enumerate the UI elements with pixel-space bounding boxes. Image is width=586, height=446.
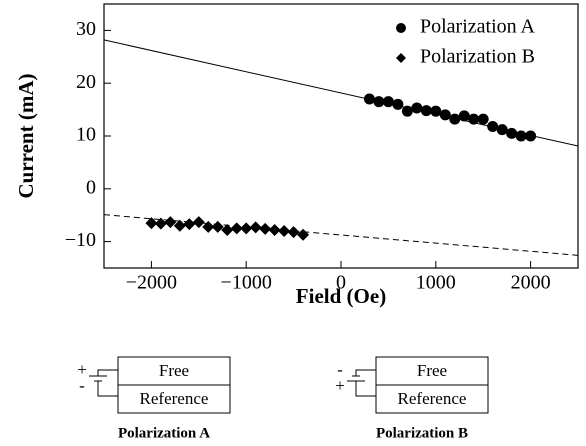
point (515, 130, 527, 142)
point (249, 221, 262, 234)
point (373, 96, 385, 108)
reference-layer-label: Reference (140, 389, 209, 408)
reference-layer-label: Reference (398, 389, 467, 408)
battery-wires (355, 369, 376, 397)
point (297, 228, 310, 241)
point (183, 218, 196, 231)
point (430, 105, 442, 117)
y-tick-label: −10 (65, 229, 96, 251)
point (411, 102, 423, 114)
point (420, 105, 432, 117)
diagram-caption: Polarization A (118, 425, 210, 441)
y-tick-label: 0 (86, 176, 96, 198)
diagram-caption: Polarization B (376, 425, 468, 441)
point (221, 223, 234, 236)
point (287, 226, 300, 239)
free-layer-label: Free (417, 361, 447, 380)
point (192, 216, 205, 229)
point (202, 220, 215, 233)
y-tick-label: 10 (76, 124, 96, 146)
fit-line (103, 214, 579, 256)
point (268, 223, 281, 236)
point (173, 219, 186, 232)
point (468, 113, 480, 125)
upper-sign: + (77, 360, 87, 379)
point (278, 225, 291, 238)
point (211, 220, 224, 233)
point (145, 217, 158, 230)
point (496, 124, 508, 136)
point (477, 113, 489, 125)
point (164, 216, 177, 229)
legend-label: Polarization B (420, 46, 535, 68)
x-tick-label: 1000 (416, 272, 456, 294)
x-tick-label: −1000 (221, 272, 272, 294)
point (449, 113, 461, 125)
point (259, 222, 272, 235)
free-layer-label: Free (159, 361, 189, 380)
point (363, 93, 375, 105)
point (392, 98, 404, 110)
y-axis-label: Current (mA) (14, 73, 38, 198)
point (487, 120, 499, 132)
x-tick-label: 2000 (511, 272, 551, 294)
lower-sign: + (335, 376, 345, 395)
point (382, 96, 394, 108)
battery-wires (97, 369, 118, 397)
legend-label: Polarization A (420, 16, 536, 38)
y-tick-label: 30 (76, 18, 96, 40)
point (525, 130, 537, 142)
upper-sign: - (337, 360, 343, 379)
point (230, 222, 243, 235)
point (439, 109, 451, 121)
lower-sign: - (79, 376, 85, 395)
x-tick-label: 0 (336, 272, 346, 294)
point (401, 105, 413, 117)
point (506, 127, 518, 139)
x-axis-label: Field (Oe) (296, 284, 386, 308)
point (458, 110, 470, 122)
legend-marker (396, 53, 406, 63)
point (240, 222, 253, 235)
x-tick-label: −2000 (126, 272, 177, 294)
y-tick-label: 20 (76, 71, 96, 93)
point (154, 217, 167, 230)
legend-marker (396, 23, 406, 33)
